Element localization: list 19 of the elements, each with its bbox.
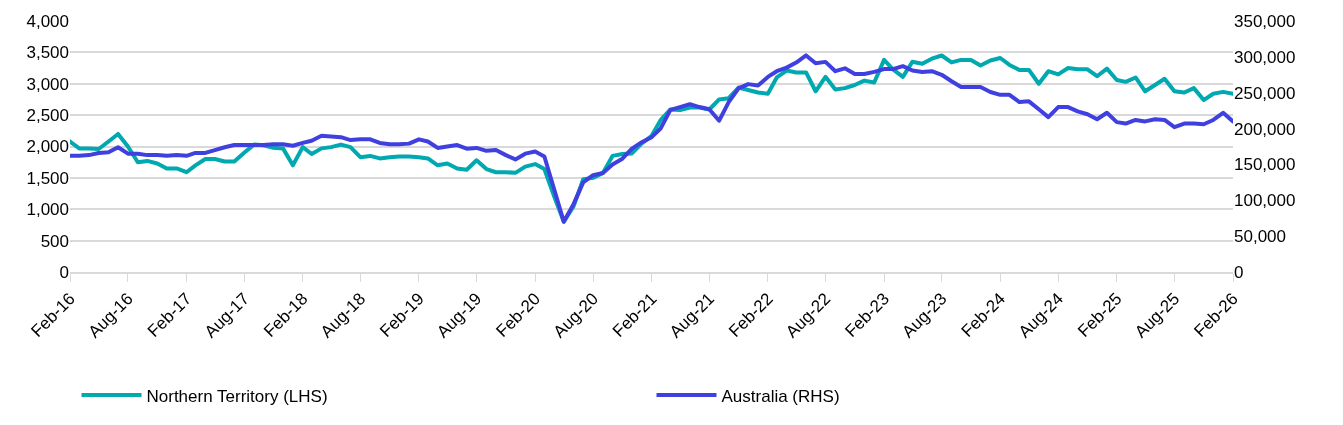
legend-label: Australia (RHS) <box>721 386 840 406</box>
y2-tick-label: 250,000 <box>1234 83 1296 103</box>
y-tick-label: 3,000 <box>26 74 69 94</box>
y-tick-label: 500 <box>40 231 69 251</box>
y-tick-label: 1,500 <box>26 168 69 188</box>
y2-tick-label: 100,000 <box>1234 191 1296 211</box>
y2-tick-label: 50,000 <box>1234 227 1286 247</box>
y-tick-label: 1,000 <box>26 200 69 220</box>
legend-label: Northern Territory (LHS) <box>146 386 328 406</box>
y2-tick-label: 0 <box>1234 262 1244 282</box>
y2-tick-label: 350,000 <box>1234 11 1296 31</box>
y-tick-label: 3,500 <box>26 43 69 63</box>
y2-tick-label: 150,000 <box>1234 155 1296 175</box>
y2-tick-label: 300,000 <box>1234 47 1296 67</box>
y2-tick-label: 200,000 <box>1234 119 1296 139</box>
y-tick-label: 0 <box>59 262 69 282</box>
y-tick-label: 2,500 <box>26 106 69 126</box>
y-tick-label: 2,000 <box>26 137 69 157</box>
y-tick-label: 4,000 <box>26 11 69 31</box>
